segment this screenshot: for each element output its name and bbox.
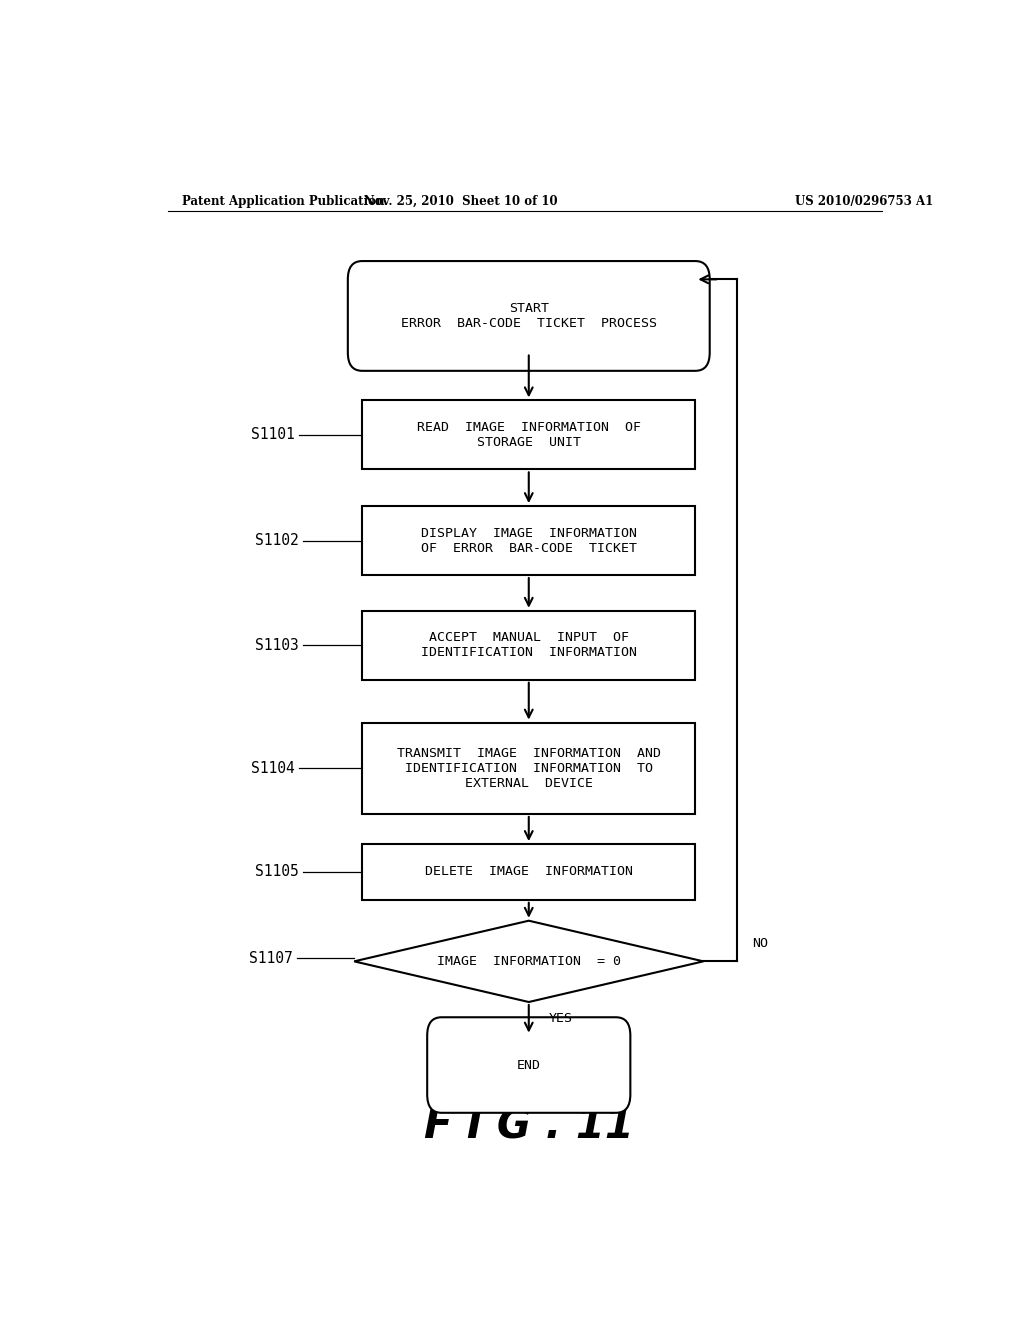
Bar <box>362 400 695 470</box>
Text: Nov. 25, 2010  Sheet 10 of 10: Nov. 25, 2010 Sheet 10 of 10 <box>365 194 558 207</box>
Text: S1104: S1104 <box>251 760 295 776</box>
Bar <box>362 506 695 576</box>
Text: YES: YES <box>549 1012 572 1026</box>
FancyBboxPatch shape <box>427 1018 631 1113</box>
Text: S1107: S1107 <box>249 950 293 966</box>
Text: Patent Application Publication: Patent Application Publication <box>182 194 384 207</box>
Text: DISPLAY  IMAGE  INFORMATION
OF  ERROR  BAR-CODE  TICKET: DISPLAY IMAGE INFORMATION OF ERROR BAR-C… <box>421 527 637 554</box>
Bar <box>362 611 695 680</box>
Text: US 2010/0296753 A1: US 2010/0296753 A1 <box>795 194 933 207</box>
Bar <box>362 722 695 814</box>
Text: END: END <box>517 1059 541 1072</box>
Text: S1101: S1101 <box>251 428 295 442</box>
Text: START
ERROR  BAR-CODE  TICKET  PROCESS: START ERROR BAR-CODE TICKET PROCESS <box>400 302 656 330</box>
Bar <box>362 843 695 900</box>
Text: DELETE  IMAGE  INFORMATION: DELETE IMAGE INFORMATION <box>425 866 633 878</box>
Polygon shape <box>354 921 703 1002</box>
Text: TRANSMIT  IMAGE  INFORMATION  AND
IDENTIFICATION  INFORMATION  TO
EXTERNAL  DEVI: TRANSMIT IMAGE INFORMATION AND IDENTIFIC… <box>396 747 660 789</box>
Text: ACCEPT  MANUAL  INPUT  OF
IDENTIFICATION  INFORMATION: ACCEPT MANUAL INPUT OF IDENTIFICATION IN… <box>421 631 637 659</box>
Text: S1103: S1103 <box>255 638 299 653</box>
FancyBboxPatch shape <box>348 261 710 371</box>
Text: S1102: S1102 <box>255 533 299 548</box>
Text: NO: NO <box>752 937 768 949</box>
Text: F I G . 11: F I G . 11 <box>424 1105 634 1147</box>
Text: S1105: S1105 <box>255 865 299 879</box>
Text: READ  IMAGE  INFORMATION  OF
STORAGE  UNIT: READ IMAGE INFORMATION OF STORAGE UNIT <box>417 421 641 449</box>
Text: IMAGE  INFORMATION  = 0: IMAGE INFORMATION = 0 <box>437 954 621 968</box>
